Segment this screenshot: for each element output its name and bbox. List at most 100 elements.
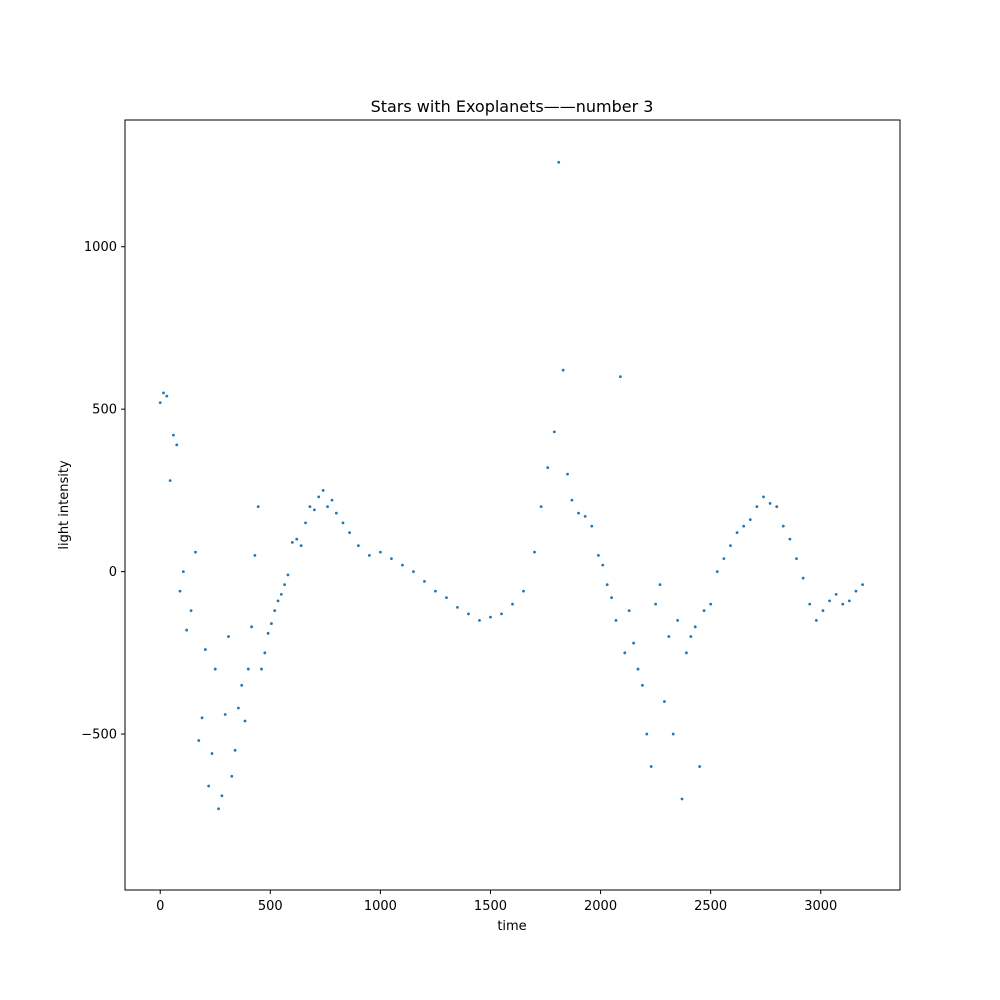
data-point: [172, 433, 175, 437]
data-point: [308, 505, 312, 509]
data-point: [178, 589, 182, 593]
data-point: [590, 524, 594, 528]
data-point: [533, 550, 536, 554]
data-point: [478, 618, 481, 622]
data-point: [230, 774, 234, 778]
data-point: [618, 375, 622, 379]
data-point: [283, 583, 287, 586]
data-point: [266, 631, 270, 635]
data-point: [312, 508, 316, 512]
data-point: [217, 807, 220, 811]
data-point: [539, 505, 543, 509]
data-point: [511, 602, 514, 606]
data-point: [223, 713, 227, 716]
data-point: [175, 443, 179, 447]
data-point: [500, 612, 503, 616]
data-point: [671, 732, 675, 736]
data-point: [781, 524, 785, 528]
data-point: [276, 599, 280, 603]
data-point: [808, 602, 812, 606]
data-point: [841, 602, 845, 606]
data-point: [676, 618, 680, 622]
data-point: [445, 596, 448, 599]
data-point: [299, 544, 303, 548]
data-point: [828, 599, 831, 603]
data-point: [795, 557, 798, 561]
x-tick-label: 500: [258, 899, 283, 914]
x-tick-label: 3000: [804, 899, 837, 914]
data-point: [434, 589, 437, 593]
data-point: [356, 544, 360, 548]
data-point: [735, 531, 739, 535]
data-point: [456, 605, 459, 609]
data-point: [367, 553, 371, 557]
data-point: [834, 592, 838, 596]
data-point: [632, 641, 635, 645]
data-point: [689, 635, 693, 638]
data-point: [654, 602, 658, 606]
data-point: [596, 553, 600, 557]
data-point: [334, 511, 338, 515]
data-point: [260, 667, 263, 671]
data-point: [243, 719, 247, 723]
x-tick-label: 0: [156, 899, 164, 914]
y-tick-label: 1000: [84, 240, 117, 255]
data-point: [762, 495, 765, 499]
data-point: [250, 625, 253, 629]
data-point: [861, 583, 864, 586]
data-point: [649, 765, 653, 768]
data-point: [467, 612, 470, 616]
data-point: [246, 667, 250, 671]
data-point: [286, 573, 290, 577]
data-point: [423, 579, 426, 583]
data-point: [627, 609, 631, 612]
data-point: [165, 394, 169, 398]
data-point: [348, 531, 351, 535]
data-point: [189, 609, 193, 612]
data-point: [227, 635, 230, 638]
data-point: [658, 583, 662, 586]
data-point: [680, 797, 684, 801]
data-point: [279, 592, 283, 596]
y-axis: −500 0 500 1000: [81, 240, 125, 743]
data-point: [546, 466, 550, 470]
data-point: [698, 765, 702, 768]
data-point: [561, 368, 565, 372]
data-point: [605, 583, 609, 586]
data-point: [663, 700, 666, 703]
plot-frame: [124, 119, 901, 891]
y-tick-label: 500: [92, 403, 117, 418]
data-point: [401, 563, 404, 567]
data-point: [295, 537, 299, 541]
data-point: [236, 706, 240, 710]
data-point: [213, 667, 217, 671]
data-point: [729, 544, 732, 548]
data-point: [326, 505, 329, 509]
y-tick-label: −500: [81, 728, 117, 743]
data-point: [412, 570, 415, 574]
data-point: [801, 576, 805, 580]
y-tick-label: 0: [109, 565, 117, 580]
data-point: [557, 160, 561, 164]
data-point: [636, 667, 640, 671]
data-point: [742, 524, 746, 528]
data-point: [775, 505, 779, 509]
data-point: [522, 589, 525, 593]
data-point: [685, 651, 688, 655]
data-point: [317, 495, 321, 499]
data-point: [610, 596, 613, 599]
data-point: [645, 732, 649, 736]
data-point: [181, 570, 185, 574]
scatter-points: [158, 160, 864, 811]
data-point: [220, 794, 224, 798]
x-axis-label: time: [497, 919, 526, 934]
data-point: [207, 784, 211, 788]
data-point: [614, 618, 618, 622]
data-point: [270, 622, 273, 625]
data-point: [240, 683, 244, 687]
data-point: [709, 602, 713, 606]
data-point: [566, 472, 569, 476]
data-point: [748, 518, 752, 522]
data-point: [722, 557, 726, 561]
data-point: [552, 430, 556, 434]
